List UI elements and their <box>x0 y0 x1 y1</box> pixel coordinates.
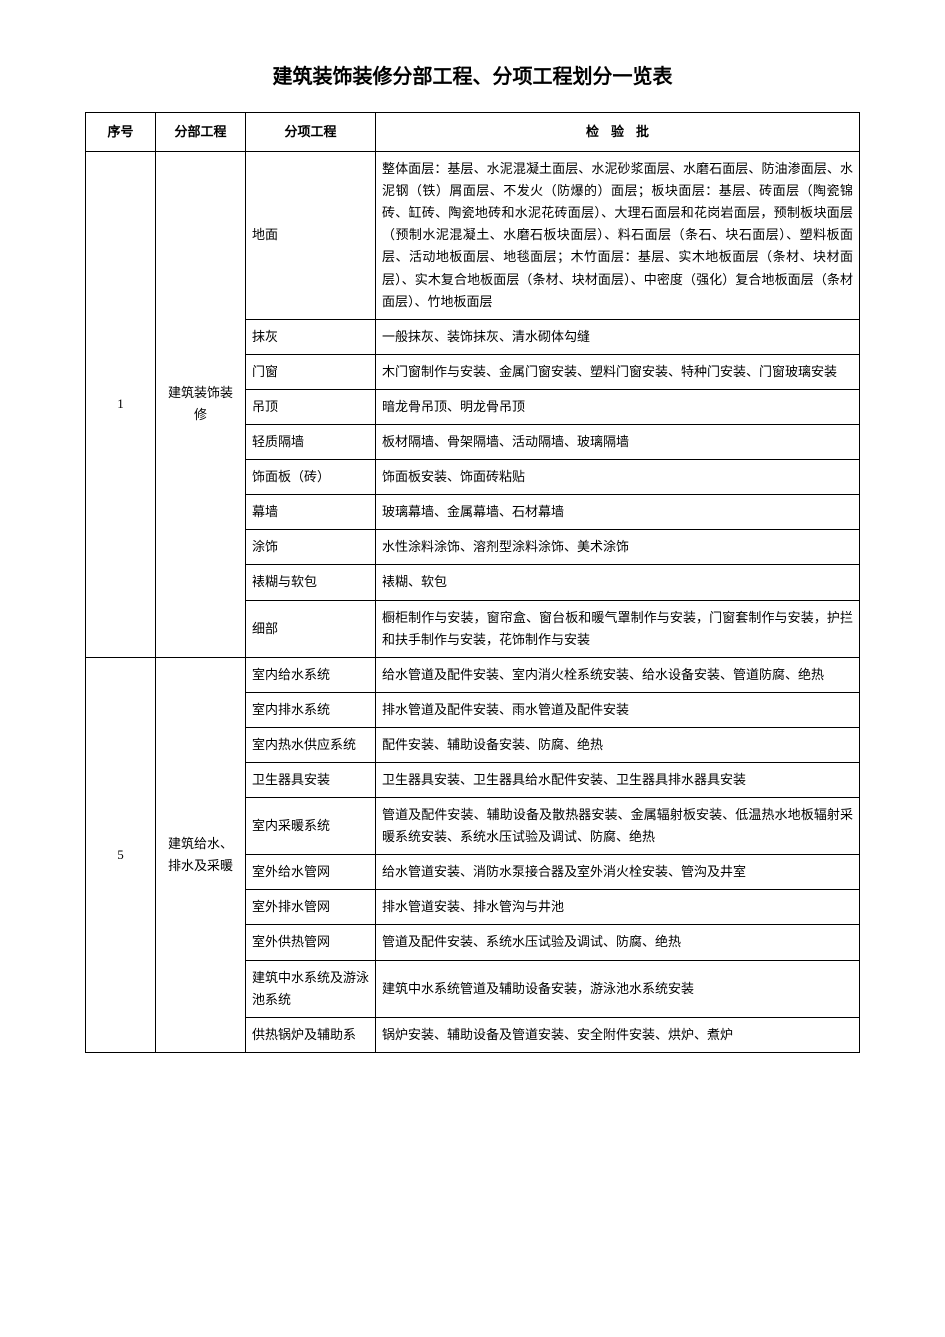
cell-inspection: 橱柜制作与安装，窗帘盒、窗台板和暖气罩制作与安装，门窗套制作与安装，护拦和扶手制… <box>376 600 860 657</box>
cell-inspection: 管道及配件安装、辅助设备及散热器安装、金属辐射板安装、低温热水地板辐射采暖系统安… <box>376 798 860 855</box>
construction-table: 序号 分部工程 分项工程 检验批 1建筑装饰装修地面整体面层：基层、水泥混凝土面… <box>85 112 860 1053</box>
header-subsection: 分项工程 <box>246 113 376 152</box>
cell-num: 5 <box>86 657 156 1052</box>
cell-inspection: 水性涂料涂饰、溶剂型涂料涂饰、美术涂饰 <box>376 530 860 565</box>
cell-subsection: 室内排水系统 <box>246 692 376 727</box>
cell-subsection: 涂饰 <box>246 530 376 565</box>
header-section: 分部工程 <box>156 113 246 152</box>
cell-inspection: 板材隔墙、骨架隔墙、活动隔墙、玻璃隔墙 <box>376 425 860 460</box>
cell-subsection: 室外供热管网 <box>246 925 376 960</box>
cell-inspection: 木门窗制作与安装、金属门窗安装、塑料门窗安装、特种门安装、门窗玻璃安装 <box>376 354 860 389</box>
cell-inspection: 管道及配件安装、系统水压试验及调试、防腐、绝热 <box>376 925 860 960</box>
cell-subsection: 抹灰 <box>246 319 376 354</box>
cell-subsection: 裱糊与软包 <box>246 565 376 600</box>
cell-subsection: 饰面板（砖） <box>246 460 376 495</box>
cell-inspection: 饰面板安装、饰面砖粘贴 <box>376 460 860 495</box>
cell-inspection: 排水管道及配件安装、雨水管道及配件安装 <box>376 692 860 727</box>
cell-inspection: 给水管道及配件安装、室内消火栓系统安装、给水设备安装、管道防腐、绝热 <box>376 657 860 692</box>
cell-inspection: 给水管道安装、消防水泵接合器及室外消火栓安装、管沟及井室 <box>376 855 860 890</box>
cell-inspection: 暗龙骨吊顶、明龙骨吊顶 <box>376 389 860 424</box>
cell-subsection: 地面 <box>246 152 376 320</box>
cell-inspection: 玻璃幕墙、金属幕墙、石材幕墙 <box>376 495 860 530</box>
cell-subsection: 建筑中水系统及游泳池系统 <box>246 960 376 1017</box>
cell-subsection: 供热锅炉及辅助系 <box>246 1017 376 1052</box>
cell-inspection: 一般抹灰、装饰抹灰、清水砌体勾缝 <box>376 319 860 354</box>
cell-subsection: 室外给水管网 <box>246 855 376 890</box>
cell-subsection: 室内热水供应系统 <box>246 727 376 762</box>
cell-subsection: 细部 <box>246 600 376 657</box>
cell-subsection: 卫生器具安装 <box>246 762 376 797</box>
cell-subsection: 吊顶 <box>246 389 376 424</box>
cell-subsection: 幕墙 <box>246 495 376 530</box>
cell-subsection: 门窗 <box>246 354 376 389</box>
header-num: 序号 <box>86 113 156 152</box>
cell-section: 建筑给水、排水及采暖 <box>156 657 246 1052</box>
cell-inspection: 裱糊、软包 <box>376 565 860 600</box>
table-header-row: 序号 分部工程 分项工程 检验批 <box>86 113 860 152</box>
cell-subsection: 轻质隔墙 <box>246 425 376 460</box>
header-inspection: 检验批 <box>376 113 860 152</box>
table-row: 5建筑给水、排水及采暖室内给水系统给水管道及配件安装、室内消火栓系统安装、给水设… <box>86 657 860 692</box>
cell-inspection: 卫生器具安装、卫生器具给水配件安装、卫生器具排水器具安装 <box>376 762 860 797</box>
cell-inspection: 整体面层：基层、水泥混凝土面层、水泥砂浆面层、水磨石面层、防油渗面层、水泥钢（铁… <box>376 152 860 320</box>
cell-subsection: 室内采暖系统 <box>246 798 376 855</box>
cell-subsection: 室外排水管网 <box>246 890 376 925</box>
cell-inspection: 配件安装、辅助设备安装、防腐、绝热 <box>376 727 860 762</box>
cell-subsection: 室内给水系统 <box>246 657 376 692</box>
cell-inspection: 锅炉安装、辅助设备及管道安装、安全附件安装、烘炉、煮炉 <box>376 1017 860 1052</box>
cell-inspection: 建筑中水系统管道及辅助设备安装，游泳池水系统安装 <box>376 960 860 1017</box>
cell-inspection: 排水管道安装、排水管沟与井池 <box>376 890 860 925</box>
cell-num: 1 <box>86 152 156 658</box>
table-row: 1建筑装饰装修地面整体面层：基层、水泥混凝土面层、水泥砂浆面层、水磨石面层、防油… <box>86 152 860 320</box>
cell-section: 建筑装饰装修 <box>156 152 246 658</box>
page-title: 建筑装饰装修分部工程、分项工程划分一览表 <box>85 60 860 94</box>
